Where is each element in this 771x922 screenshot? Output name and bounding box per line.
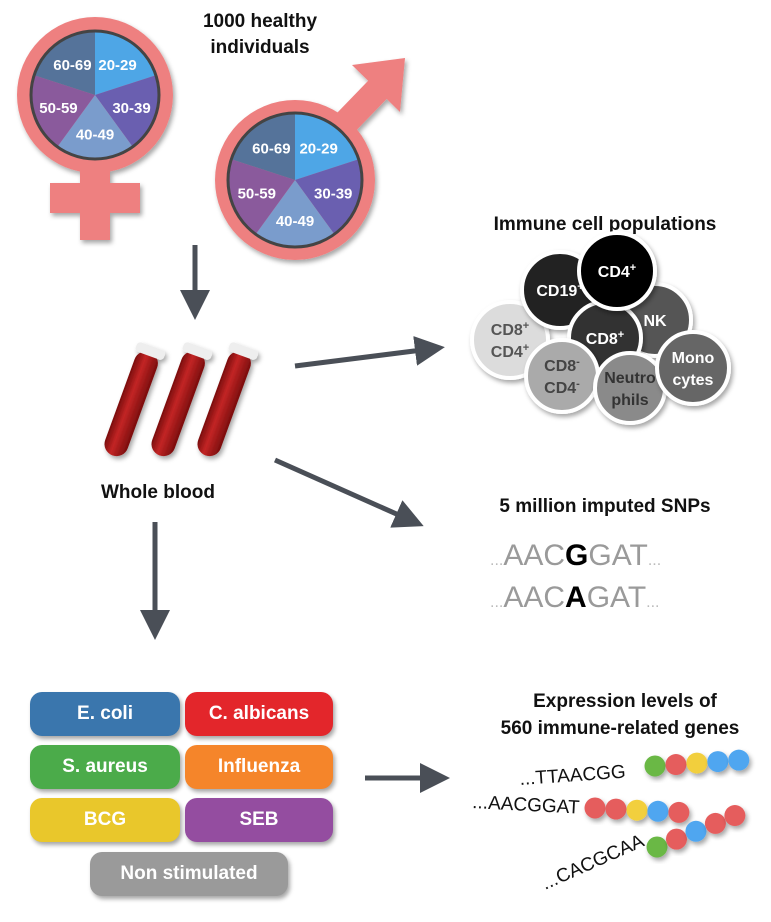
immune-cell-label: CD4-: [544, 378, 580, 397]
immune-cell-label: CD8+: [586, 329, 624, 348]
stimulus-bcg: BCG: [30, 798, 180, 842]
immune-cell-label: CD8-: [544, 356, 580, 375]
expression-bead: [704, 812, 726, 834]
immune-cell-label: Mono: [672, 350, 715, 367]
immune-cell: Neutro phils: [593, 351, 667, 425]
expression-bead: [686, 752, 708, 774]
expression-title-line1: Expression levels of: [533, 691, 717, 712]
expression-bead: [647, 800, 669, 822]
pie-slice: [95, 75, 159, 147]
cohort-title-line2: individuals: [210, 37, 309, 58]
pie-slice: [295, 159, 362, 235]
pie-label: 30-39: [112, 100, 150, 117]
expression-bead: [644, 755, 666, 777]
expression-title-line2: 560 immune-related genes: [501, 718, 740, 739]
expression-bead: [584, 797, 606, 819]
pie-label: 20-29: [98, 57, 136, 74]
pie-label: 40-49: [76, 126, 114, 143]
pie-slice: [228, 159, 295, 235]
immune-cell-label: CD4+: [598, 262, 636, 281]
snps-title: 5 million imputed SNPs: [499, 496, 710, 517]
gene-sequence: ...CACGCAA: [538, 831, 647, 895]
pie-label: 60-69: [53, 57, 91, 74]
pie-label: 50-59: [238, 185, 276, 202]
pie-label: 50-59: [39, 100, 77, 117]
immune-cell: CD8- CD4-: [524, 338, 600, 414]
immune-cell-label: phils: [611, 392, 648, 409]
blood-tubes-icon: [104, 342, 259, 457]
cohort-title-line1: 1000 healthy: [203, 11, 317, 32]
expression-bead: [605, 798, 627, 820]
immune-title: Immune cell populations: [494, 214, 717, 235]
pie-label: 20-29: [299, 140, 337, 157]
immune-cell-cluster: CD8+ CD4+ CD19+ NK CD8+ CD4+ CD8- CD4- Neutro phi…: [470, 231, 731, 425]
snp-sequences: ...AACGGAT... ...AACAGAT...: [490, 539, 661, 614]
snp-sequence: ...AACGGAT...: [490, 539, 661, 572]
pie-slice: [295, 113, 359, 180]
stimulus-seb: SEB: [185, 798, 333, 842]
immune-cell-label: CD4+: [491, 342, 529, 361]
expression-bead: [707, 751, 729, 773]
pie-slice: [231, 113, 295, 180]
pie-label: 40-49: [276, 213, 314, 230]
expression-bead: [626, 799, 648, 821]
gene-strand: ...TTAACGG: [519, 749, 750, 790]
gene-strands: ...TTAACGG...AACGGAT ...CACGCAA: [472, 749, 750, 895]
immune-cell-label: CD8+: [491, 320, 529, 339]
pie-slice: [57, 95, 133, 159]
stimulus-e-coli: E. coli: [30, 692, 180, 736]
immune-cell: Mono cytes: [655, 330, 731, 406]
pie-slice: [34, 31, 95, 95]
immune-cell-label: cytes: [673, 372, 714, 389]
expression-bead: [685, 820, 707, 842]
pie-slice: [95, 31, 156, 95]
immune-cell-label: Neutro: [604, 370, 656, 387]
gene-sequence: ...TTAACGG: [519, 762, 626, 790]
immune-cell-label: NK: [643, 313, 667, 330]
expression-bead: [668, 801, 690, 823]
pie-slice: [30, 75, 95, 147]
stimulus-s-aureus: S. aureus: [30, 745, 180, 789]
stimulus-non-stimulated: Non stimulated: [90, 852, 288, 896]
female-age-pie: 20-29 30-39 40-49 50-59 60-69: [29, 29, 161, 161]
expression-bead: [724, 805, 746, 827]
arrow-diagonal-icon: [273, 457, 424, 528]
pie-slice: [255, 180, 335, 248]
immune-cell-label: CD19+: [536, 281, 583, 300]
expression-bead: [665, 754, 687, 776]
gene-sequence: ...AACGGAT: [472, 792, 581, 819]
pie-label: 60-69: [252, 140, 290, 157]
expression-bead: [665, 828, 687, 850]
arrow-right-icon: [294, 335, 445, 369]
immune-cell: CD4+: [577, 231, 657, 311]
snp-sequence: ...AACAGAT...: [490, 581, 660, 614]
expression-bead: [728, 749, 750, 771]
pie-label: 30-39: [314, 185, 352, 202]
whole-blood-label: Whole blood: [101, 482, 215, 503]
expression-bead: [646, 836, 668, 858]
stimulus-c-albicans: C. albicans: [185, 692, 333, 736]
gene-strand: ...AACGGAT: [472, 792, 690, 823]
stimulus-influenza: Influenza: [185, 745, 333, 789]
